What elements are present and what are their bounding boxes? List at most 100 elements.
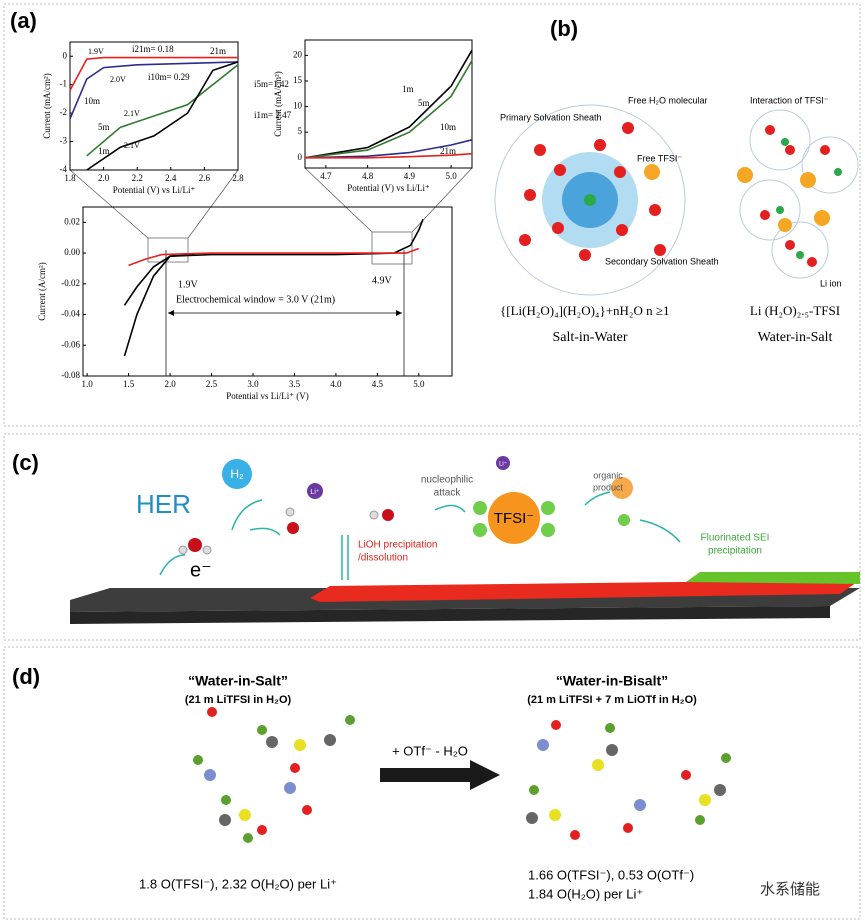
zoom-guides bbox=[69, 167, 473, 376]
legend-label: 21m bbox=[210, 46, 226, 56]
y-tick-label: 5 bbox=[298, 126, 303, 136]
x-tick-label: 3.0 bbox=[247, 379, 259, 389]
y-tick-label: -3 bbox=[60, 136, 68, 146]
annotation: 2.0V bbox=[110, 75, 126, 84]
label: organic bbox=[593, 470, 623, 480]
y-tick-label: 15 bbox=[293, 75, 303, 85]
label: nucleophilic bbox=[421, 475, 473, 486]
y-tick-label: -0.02 bbox=[61, 278, 80, 288]
line bbox=[69, 56, 238, 91]
label: Li⁺ bbox=[310, 489, 319, 496]
plot-frame bbox=[69, 41, 239, 171]
x-tick-label: 4.5 bbox=[372, 379, 384, 389]
y-tick-label: -1 bbox=[60, 79, 68, 89]
annotation: 2.1V bbox=[124, 141, 140, 150]
panel-label: (d) bbox=[12, 664, 40, 689]
y-tick-label: -0.08 bbox=[61, 370, 80, 380]
label: Li⁺ bbox=[499, 461, 507, 468]
panel-label: (a) bbox=[10, 8, 37, 33]
arrow-label: + OTf⁻ - H₂O bbox=[392, 743, 468, 758]
line bbox=[304, 60, 473, 159]
line bbox=[86, 64, 239, 157]
line bbox=[305, 152, 473, 159]
y-tick-label: -0.04 bbox=[61, 309, 80, 319]
caption: 1.84 O(H₂O) per Li⁺ bbox=[528, 886, 643, 901]
subtitle: (21 m LiTFSI + 7 m LiOTf in H₂O) bbox=[527, 694, 697, 706]
y-axis-label: Current (A/cm²) bbox=[37, 262, 47, 320]
label: precipitation bbox=[708, 546, 762, 557]
y-tick-label: 20 bbox=[293, 49, 303, 59]
label: H₂ bbox=[230, 467, 244, 481]
x-tick-label: 4.7 bbox=[320, 171, 332, 181]
panel-label: (c) bbox=[12, 450, 39, 475]
formula: {[Li(H₂O)₄](H₂O)₄}+nH₂O n ≥1 bbox=[500, 303, 669, 318]
label: Secondary Solvation Sheath bbox=[605, 256, 719, 266]
label: Fluorinated SEI bbox=[701, 533, 770, 544]
line bbox=[86, 61, 239, 171]
x-axis-label: Potential (V) vs Li/Li⁺ bbox=[113, 185, 196, 195]
y-axis-label: Current (mA/cm²) bbox=[42, 73, 52, 138]
legend-label: 10m bbox=[84, 96, 100, 106]
x-tick-label: 2.4 bbox=[165, 173, 177, 183]
title: “Water-in-Bisalt” bbox=[556, 673, 668, 689]
x-tick-label: 5.0 bbox=[446, 171, 458, 181]
label: attack bbox=[434, 488, 462, 499]
solvation-illustration bbox=[494, 104, 859, 296]
annotation: i21m= 0.18 bbox=[132, 44, 174, 54]
label: product bbox=[593, 482, 624, 492]
x-axis-label: Potential (V) vs Li/Li⁺ bbox=[347, 183, 430, 193]
x-tick-label: 5.0 bbox=[413, 379, 425, 389]
x-tick-label: 4.0 bbox=[330, 379, 342, 389]
x-tick-label: 2.0 bbox=[164, 379, 176, 389]
line bbox=[304, 139, 473, 159]
panel-border bbox=[3, 433, 861, 641]
y-tick-label: 0.00 bbox=[64, 247, 80, 257]
x-tick-label: 2.0 bbox=[98, 173, 110, 183]
line bbox=[128, 247, 420, 267]
label: LiOH precipitation bbox=[358, 540, 437, 551]
watermark: 水系储能 bbox=[760, 881, 820, 898]
annotation: 4.9V bbox=[372, 275, 393, 286]
label: HER bbox=[136, 489, 191, 519]
panel-label: (b) bbox=[550, 16, 578, 41]
y-tick-label: 0 bbox=[63, 50, 68, 60]
x-tick-label: 4.8 bbox=[362, 171, 374, 181]
label: Primary Solvation Sheath bbox=[500, 112, 602, 122]
annotation: i10m= 0.29 bbox=[148, 72, 190, 82]
legend-label: 21m bbox=[440, 146, 456, 156]
y-tick-label: 10 bbox=[293, 101, 303, 111]
x-tick-label: 1.5 bbox=[123, 379, 135, 389]
label: TFSI⁻ bbox=[494, 510, 534, 527]
line bbox=[123, 253, 195, 306]
y-tick-label: 0 bbox=[298, 152, 303, 162]
legend-label: 1m bbox=[98, 146, 110, 156]
label: e⁻ bbox=[190, 559, 212, 581]
legend-label: 10m bbox=[440, 122, 456, 132]
label: /dissolution bbox=[358, 553, 408, 564]
x-tick-label: 2.2 bbox=[132, 173, 143, 183]
x-axis-label: Potential vs Li/Li⁺ (V) bbox=[226, 391, 309, 401]
formula: Li (H₂O)₂.₅-TFSI bbox=[750, 303, 840, 318]
annotation: 2.1V bbox=[124, 109, 140, 118]
annotation: Electrochemical window = 3.0 V (21m) bbox=[176, 294, 335, 305]
arrow bbox=[380, 760, 500, 790]
x-tick-label: 1.8 bbox=[64, 173, 76, 183]
x-tick-label: 2.5 bbox=[206, 379, 218, 389]
x-tick-label: 2.6 bbox=[199, 173, 211, 183]
annotation: i5m=1.42 bbox=[254, 79, 289, 89]
x-tick-label: 1.0 bbox=[82, 379, 94, 389]
label: Interaction of TFSI⁻ bbox=[750, 95, 829, 105]
x-tick-label: 3.5 bbox=[289, 379, 301, 389]
legend-label: 5m bbox=[418, 98, 430, 108]
y-axis-label: Current (mA/cm²) bbox=[273, 71, 283, 136]
line bbox=[69, 61, 239, 120]
y-tick-label: -2 bbox=[60, 107, 68, 117]
line bbox=[123, 219, 424, 357]
caption: 1.66 O(TFSI⁻), 0.53 O(OTf⁻) bbox=[528, 867, 694, 882]
panel-border bbox=[3, 3, 861, 427]
y-tick-label: 0.02 bbox=[64, 216, 80, 226]
legend-label: 5m bbox=[98, 122, 110, 132]
title: “Water-in-Salt” bbox=[188, 673, 288, 689]
caption: Water-in-Salt bbox=[758, 330, 833, 345]
